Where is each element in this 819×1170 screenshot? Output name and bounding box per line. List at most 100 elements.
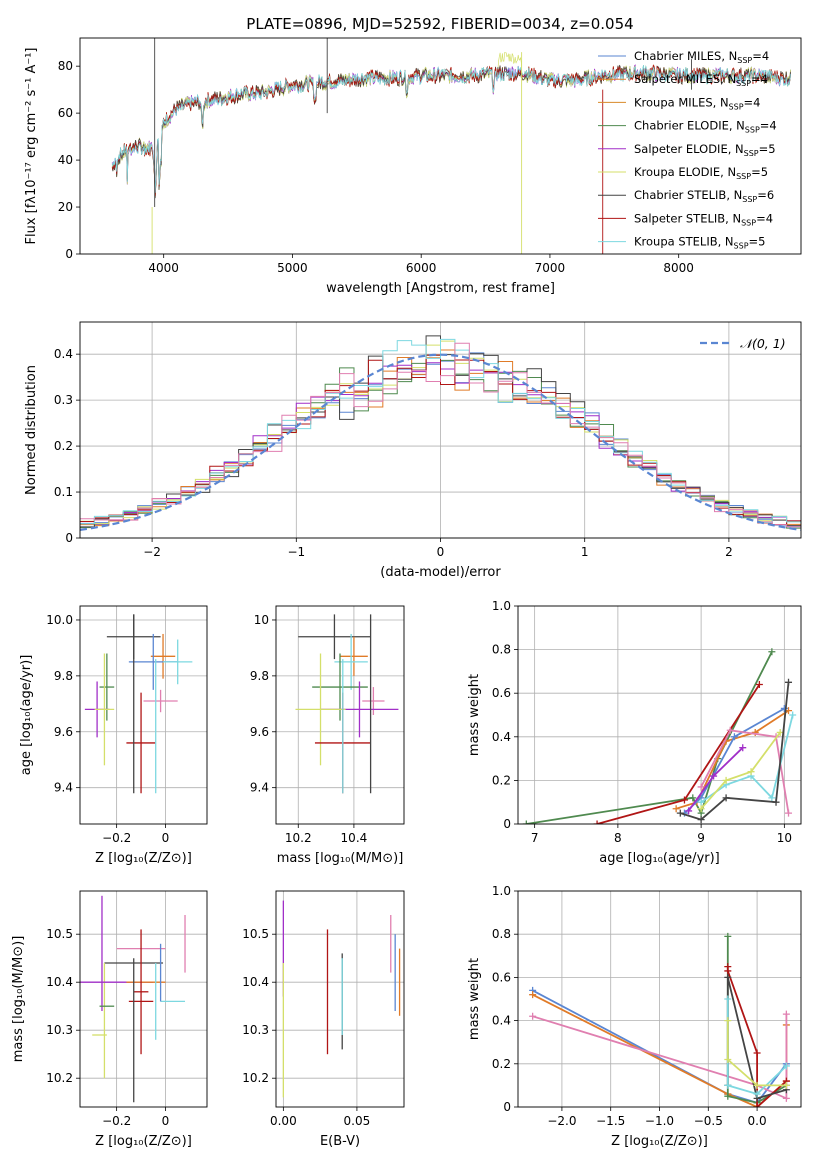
y-tick-label: 10.5 (46, 927, 73, 941)
x-axis-label: Z [log₁₀(Z/Z⊙)] (95, 851, 192, 866)
errorbars (84, 614, 193, 794)
marker-plus (768, 794, 776, 802)
marker-plus (753, 1103, 761, 1107)
errorbars (295, 614, 399, 794)
y-tick-label: 0.1 (54, 485, 73, 499)
axes-frame (79, 321, 802, 539)
y-tick-label: 10.2 (242, 1071, 269, 1085)
x-axis-label: Z [log₁₀(Z/Z⊙)] (611, 1134, 708, 1149)
y-tick-label: 10.0 (46, 613, 73, 627)
y-axis-label: Flux [fλ10⁻¹⁷ erg cm⁻² s⁻¹ A⁻¹] (24, 48, 39, 245)
legend-label: Salpeter STELIB, NSSP=4 (634, 211, 773, 227)
axes-frame (517, 605, 802, 825)
x-tick-label: −0.5 (694, 1114, 723, 1128)
marker-plus (724, 1055, 732, 1063)
y-tick-label: 0.4 (54, 347, 73, 361)
axes-frame (79, 605, 208, 825)
legend-label: Salpeter ELODIE, NSSP=5 (634, 142, 776, 158)
mass-weight-line (700, 729, 790, 814)
marker-plus (730, 733, 738, 741)
mass-vs-EBV-panel: 0.00 0.05 10.2 10.3 10.4 10.5 E(B-V) (242, 890, 405, 1149)
spectrum-lines (111, 38, 792, 254)
y-tick-label: 0.4 (492, 1014, 511, 1028)
y-tick-label: 10.2 (46, 1071, 73, 1085)
x-tick-label: 9 (697, 831, 705, 845)
y-axis-label: age [log₁₀(age/yr)] (19, 655, 34, 776)
y-tick-label: 9.8 (54, 669, 73, 683)
y-tick-label: 0 (65, 247, 73, 261)
histogram-step (80, 342, 801, 528)
x-tick-label: −1 (287, 545, 305, 559)
marker-plus (680, 796, 688, 804)
legend-label: Kroupa ELODIE, NSSP=5 (634, 165, 768, 181)
x-tick-label: 10 (777, 831, 792, 845)
x-tick-label: 8 (614, 831, 622, 845)
y-tick-label: 9.4 (54, 781, 73, 795)
mass-weight-vs-Z-panel: −2.0 −1.5 −1.0 −0.5 0.0 0 0.2 0.4 0.6 0.8 1.0 Z [lo… (467, 884, 802, 1149)
marker-plus (780, 704, 788, 712)
marker-plus (755, 680, 763, 688)
x-tick-label: 10.2 (285, 831, 312, 845)
marker-plus (753, 1081, 761, 1089)
x-tick-label: 8000 (663, 261, 694, 275)
marker-plus (782, 1081, 790, 1089)
y-axis-label: mass weight (467, 674, 482, 756)
x-tick-label: 0.00 (270, 1114, 297, 1128)
legend-label: Kroupa MILES, NSSP=4 (634, 95, 760, 111)
marker-plus (697, 798, 705, 806)
x-tick-label: 0.0 (748, 1114, 767, 1128)
histogram-series (80, 335, 801, 531)
y-tick-label: 1.0 (492, 599, 511, 613)
figure-title: PLATE=0896, MJD=52592, FIBERID=0034, z=0… (246, 15, 633, 33)
y-tick-label: 0.8 (492, 927, 511, 941)
marker-plus (782, 1010, 790, 1018)
y-tick-label: 9.6 (250, 725, 269, 739)
marker-plus (722, 794, 730, 802)
panels: 4000 5000 6000 7000 8000020406080wavelength … (11, 37, 802, 1149)
residuals-panel: −2 −1 0 1 2 0 0.1 0.2 0.3 0.4 (data-model)/error No… (24, 321, 802, 580)
y-tick-label: 0 (503, 817, 511, 831)
x-tick-label: 0 (162, 1114, 170, 1128)
mass-weight-lines (529, 932, 790, 1107)
legend-label: Salpeter MILES, NSSP=4 (634, 72, 768, 88)
x-tick-label: 7 (531, 831, 539, 845)
marker-plus (789, 711, 797, 719)
mass-weight-lines (522, 648, 797, 824)
x-tick-label: 10.4 (341, 831, 368, 845)
x-tick-label: 4000 (148, 261, 179, 275)
x-tick-label: −1.0 (645, 1114, 674, 1128)
spectrum-legend: Chabrier MILES, NSSP=4 Salpeter MILES, NS… (598, 49, 777, 251)
axes-frame (517, 890, 802, 1108)
marker-plus (768, 648, 776, 656)
x-tick-label: 1 (581, 545, 589, 559)
y-tick-label: 0.6 (492, 686, 511, 700)
x-axis-label: E(B-V) (320, 1134, 360, 1149)
x-tick-label: 5000 (277, 261, 308, 275)
marker-plus (676, 809, 684, 817)
x-tick-label: 2 (725, 545, 733, 559)
axes-frame (79, 37, 802, 255)
marker-plus (753, 1049, 761, 1057)
marker-plus (785, 678, 793, 686)
errorbars (282, 900, 401, 1098)
x-tick-label: −0.2 (102, 831, 131, 845)
marker-plus (785, 809, 793, 817)
marker-plus (689, 794, 697, 802)
y-tick-label: 10.4 (242, 975, 269, 989)
x-axis-label: wavelength [Angstrom, rest frame] (326, 281, 555, 296)
marker-plus (751, 728, 759, 736)
y-axis-label: Normed distribution (24, 365, 39, 495)
marker-plus (529, 991, 537, 999)
x-axis-label: Z [log₁₀(Z/Z⊙)] (95, 1134, 192, 1149)
y-tick-label: 0.3 (54, 393, 73, 407)
y-tick-label: 0 (503, 1100, 511, 1114)
marker-plus (772, 798, 780, 806)
marker-plus (593, 820, 601, 824)
y-tick-label: 20 (58, 200, 73, 214)
marker-plus (722, 776, 730, 784)
y-tick-label: 80 (58, 59, 73, 73)
y-tick-label: 40 (58, 153, 73, 167)
y-tick-label: 10.4 (46, 975, 73, 989)
axes-frame (79, 890, 208, 1108)
